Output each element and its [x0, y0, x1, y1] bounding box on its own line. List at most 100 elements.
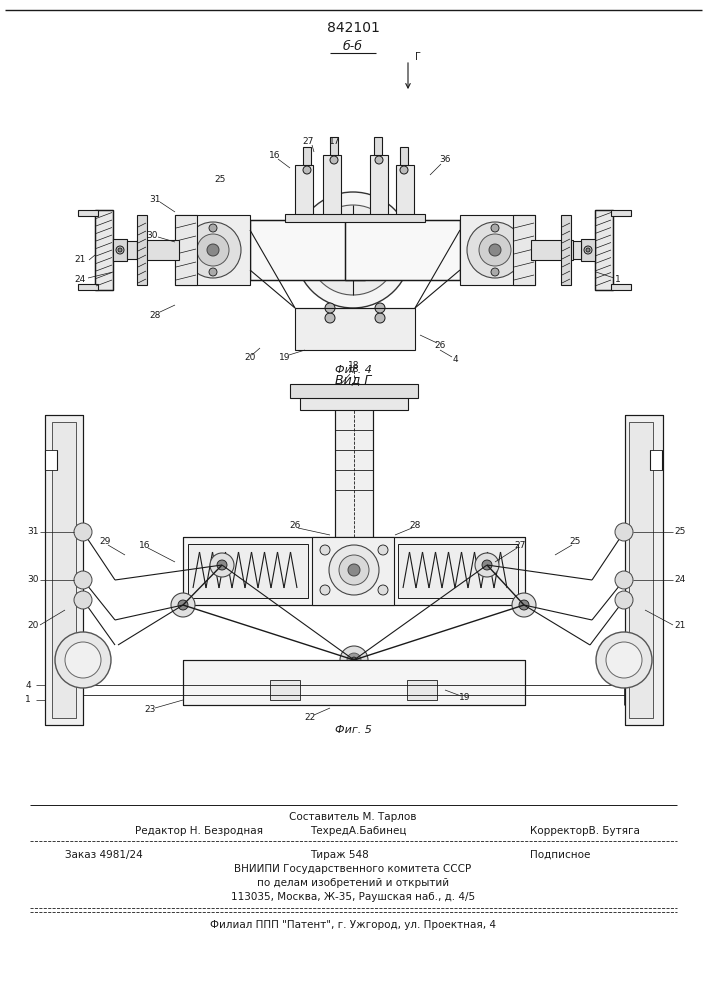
Bar	[95, 210, 113, 290]
Text: 4: 4	[25, 680, 31, 690]
Circle shape	[333, 230, 373, 270]
Bar	[513, 215, 535, 285]
Circle shape	[615, 591, 633, 609]
Circle shape	[606, 642, 642, 678]
Text: 30: 30	[146, 231, 158, 239]
Bar	[45, 415, 83, 725]
Text: Редактор Н. Безродная: Редактор Н. Безродная	[135, 826, 263, 836]
Text: Тираж 548: Тираж 548	[310, 850, 369, 860]
Text: 25: 25	[569, 538, 580, 546]
Circle shape	[351, 657, 357, 663]
Circle shape	[74, 523, 92, 541]
Circle shape	[491, 224, 499, 232]
Text: 27: 27	[514, 540, 526, 550]
Circle shape	[325, 313, 335, 323]
Circle shape	[348, 564, 360, 576]
Circle shape	[171, 593, 195, 617]
Text: 30: 30	[28, 576, 39, 584]
Text: 28: 28	[149, 310, 160, 320]
Text: 20: 20	[28, 620, 39, 630]
Bar	[183, 660, 525, 705]
Circle shape	[308, 205, 398, 295]
Bar	[571, 241, 581, 259]
Bar	[95, 210, 113, 290]
Bar	[581, 239, 595, 261]
Text: 23: 23	[144, 706, 156, 714]
Bar	[611, 284, 631, 290]
Bar	[295, 165, 313, 220]
Bar	[400, 147, 408, 165]
Circle shape	[400, 166, 408, 174]
Bar	[183, 537, 525, 605]
Text: 113035, Москва, Ж-35, Раушская наб., д. 4/5: 113035, Москва, Ж-35, Раушская наб., д. …	[231, 892, 475, 902]
Circle shape	[479, 234, 511, 266]
Bar	[183, 537, 525, 605]
Text: 20: 20	[245, 354, 256, 362]
Circle shape	[482, 560, 492, 570]
Bar	[370, 155, 388, 220]
Bar	[330, 137, 338, 155]
Bar	[300, 385, 408, 410]
Bar	[183, 660, 525, 705]
Text: б-б: б-б	[343, 40, 363, 53]
Text: 19: 19	[279, 354, 291, 362]
Circle shape	[491, 268, 499, 276]
Text: ТехредА.Бабинец: ТехредА.Бабинец	[310, 826, 407, 836]
Circle shape	[347, 653, 361, 667]
Text: 16: 16	[269, 150, 281, 159]
Bar	[611, 210, 631, 216]
Bar	[625, 415, 663, 725]
Bar	[188, 544, 308, 598]
Bar	[113, 239, 127, 261]
Circle shape	[118, 248, 122, 252]
Text: 17: 17	[329, 137, 341, 146]
Circle shape	[185, 222, 241, 278]
Circle shape	[586, 248, 590, 252]
Bar	[407, 680, 437, 700]
Bar	[78, 210, 98, 216]
Text: 4: 4	[452, 356, 458, 364]
Text: 16: 16	[139, 540, 151, 550]
Circle shape	[489, 244, 501, 256]
Circle shape	[375, 303, 385, 313]
Text: КорректорВ. Бутяга: КорректорВ. Бутяга	[530, 826, 640, 836]
Bar	[396, 165, 414, 220]
Text: ВНИИПИ Государственного комитета СССР: ВНИИПИ Государственного комитета СССР	[235, 864, 472, 874]
Circle shape	[345, 242, 361, 258]
Text: 21: 21	[74, 255, 86, 264]
Text: 18: 18	[349, 365, 360, 374]
Bar	[290, 384, 418, 398]
Circle shape	[320, 545, 330, 555]
Circle shape	[74, 571, 92, 589]
Circle shape	[467, 222, 523, 278]
Bar	[303, 147, 311, 165]
Text: Вид Г: Вид Г	[335, 373, 371, 386]
Bar	[374, 137, 382, 155]
Text: 22: 22	[305, 714, 315, 722]
Text: 36: 36	[439, 155, 451, 164]
Text: Филиал ППП "Патент", г. Ужгород, ул. Проектная, 4: Филиал ППП "Патент", г. Ужгород, ул. Про…	[210, 920, 496, 930]
Circle shape	[295, 192, 411, 308]
Circle shape	[375, 313, 385, 323]
Text: Фиг. 4: Фиг. 4	[334, 365, 371, 375]
Bar	[96, 211, 112, 289]
Text: 31: 31	[149, 196, 160, 205]
Circle shape	[320, 585, 330, 595]
Circle shape	[596, 632, 652, 688]
Circle shape	[74, 591, 92, 609]
Bar	[595, 210, 613, 290]
Text: Г: Г	[415, 52, 421, 62]
Circle shape	[197, 234, 229, 266]
Text: 1: 1	[25, 696, 31, 704]
Circle shape	[519, 600, 529, 610]
Text: 28: 28	[409, 520, 421, 530]
Text: 26: 26	[434, 342, 445, 351]
Circle shape	[207, 244, 219, 256]
Circle shape	[329, 545, 379, 595]
Text: 29: 29	[99, 538, 111, 546]
Text: 1: 1	[615, 275, 621, 284]
Circle shape	[217, 560, 227, 570]
Bar	[595, 210, 613, 290]
Bar	[345, 220, 460, 280]
Text: 27: 27	[303, 137, 314, 146]
